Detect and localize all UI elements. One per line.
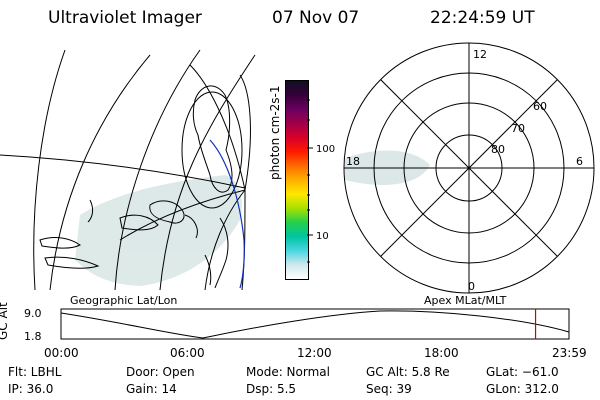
mlt-label-18: 18 — [346, 155, 360, 168]
info-door: Door: Open — [126, 365, 195, 379]
altitude-curve — [60, 310, 570, 339]
info-seq: Seq: 39 — [366, 382, 412, 396]
info-ip: IP: 36.0 — [8, 382, 54, 396]
lat-label-60: 60 — [533, 100, 547, 113]
orbit-ytick-9: 9.0 — [24, 307, 42, 320]
colorbar-tick-10: 10 — [316, 231, 329, 242]
orbit-ytick-1.8: 1.8 — [24, 330, 42, 343]
instrument-title: Ultraviolet Imager — [48, 8, 202, 28]
orbit-xtick-0600: 06:00 — [170, 346, 205, 360]
info-dsp: Dsp: 5.5 — [246, 382, 297, 396]
info-glon: GLon: 312.0 — [486, 382, 559, 396]
lat-label-70: 70 — [511, 122, 525, 135]
mlt-label-0: 0 — [468, 280, 475, 293]
info-flt: Flt: LBHL — [8, 365, 62, 379]
orbit-xtick-1800: 18:00 — [424, 346, 459, 360]
lat-label-80: 80 — [491, 143, 505, 156]
color-scale-bar — [285, 80, 309, 280]
geographic-map — [0, 49, 256, 290]
polar-plot: 12 18 6 0 60 70 80 — [343, 42, 595, 294]
orbit-track — [209, 139, 245, 289]
info-mode: Mode: Normal — [246, 365, 330, 379]
colorbar-tick-100: 100 — [316, 144, 335, 155]
colorbar-axis: 100 10 — [307, 99, 335, 263]
date-label: 07 Nov 07 — [272, 8, 360, 28]
orbit-axis-label: GC Alt — [0, 302, 10, 340]
time-label: 22:24:59 UT — [430, 8, 535, 28]
coastline — [39, 85, 233, 289]
orbit-xtick-2359: 23:59 — [552, 346, 587, 360]
info-gain: Gain: 14 — [126, 382, 177, 396]
info-gc-alt: GC Alt: 5.8 Re — [366, 365, 450, 379]
geographic-label: Geographic Lat/Lon — [70, 294, 178, 307]
mlt-label-6: 6 — [576, 155, 583, 168]
orbit-plot — [60, 308, 570, 340]
mlt-label-12: 12 — [473, 48, 487, 61]
apex-label: Apex MLat/MLT — [424, 294, 507, 307]
orbit-xtick-1200: 12:00 — [297, 346, 332, 360]
info-glat: GLat: −61.0 — [486, 365, 559, 379]
orbit-xtick-0000: 00:00 — [44, 346, 79, 360]
colorbar-label: photon cm-2s-1 — [268, 85, 282, 181]
